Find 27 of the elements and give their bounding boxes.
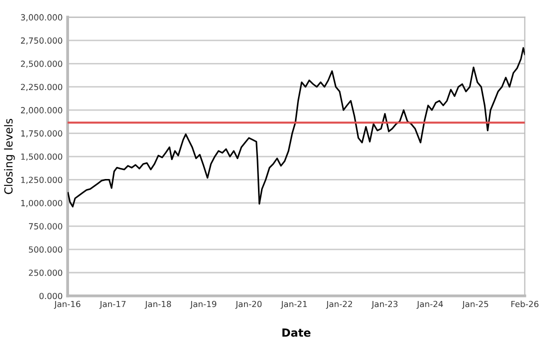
x-tick-label: Jan-19 <box>190 300 216 309</box>
x-axis-title: Date <box>282 328 310 337</box>
y-tick-label: 3,000.000 <box>20 14 62 22</box>
x-tick-label: Jan-16 <box>54 300 80 309</box>
x-tick-label: Jan-22 <box>326 300 352 309</box>
y-tick-label: 500.000 <box>28 246 62 253</box>
x-tick-label: Jan-20 <box>235 300 262 309</box>
y-axis-title: Closing levels <box>4 118 15 194</box>
y-tick-label: 2,000.000 <box>20 107 62 114</box>
y-tick-label: 250.000 <box>28 270 62 276</box>
y-tick-label: 2,500.000 <box>20 60 62 68</box>
x-tick-label: Jan-18 <box>144 300 171 309</box>
y-tick-label: 1,750.000 <box>21 130 62 138</box>
line-series <box>68 47 525 208</box>
x-tick-label: Jan-23 <box>371 300 398 309</box>
y-tick-label: 0.000 <box>39 292 62 300</box>
y-tick-label: 1,500.000 <box>21 154 62 161</box>
x-tick-label: Feb-26 <box>511 300 538 308</box>
x-tick-label: Jan-24 <box>416 300 443 309</box>
y-tick-label: 1,250.000 <box>21 176 62 184</box>
x-tick-label: Jan-17 <box>99 300 126 309</box>
x-tick-label: Jan-25 <box>462 300 488 309</box>
y-tick-label: 1,000.000 <box>21 200 62 208</box>
y-tick-label: 2,750.000 <box>20 37 62 45</box>
y-tick-label: 2,250.000 <box>20 84 62 91</box>
x-tick-label: Jan-21 <box>280 300 307 309</box>
y-tick-label: 750.000 <box>28 223 62 230</box>
